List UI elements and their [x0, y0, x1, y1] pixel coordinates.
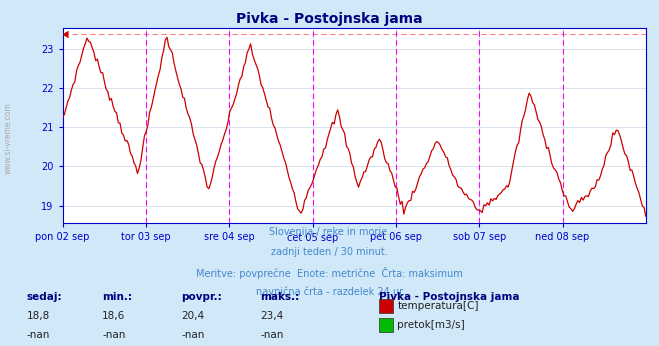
Text: www.si-vreme.com: www.si-vreme.com [4, 102, 13, 174]
Text: 20,4: 20,4 [181, 311, 204, 321]
Text: -nan: -nan [260, 330, 283, 340]
Text: temperatura[C]: temperatura[C] [397, 301, 479, 311]
Text: povpr.:: povpr.: [181, 292, 222, 302]
Text: 18,6: 18,6 [102, 311, 125, 321]
Text: -nan: -nan [181, 330, 204, 340]
Text: -nan: -nan [102, 330, 125, 340]
Text: navpična črta - razdelek 24 ur: navpična črta - razdelek 24 ur [256, 287, 403, 297]
Text: pretok[m3/s]: pretok[m3/s] [397, 320, 465, 330]
Text: Meritve: povprečne  Enote: metrične  Črta: maksimum: Meritve: povprečne Enote: metrične Črta:… [196, 267, 463, 279]
Text: Slovenija / reke in morje.: Slovenija / reke in morje. [269, 227, 390, 237]
Text: min.:: min.: [102, 292, 132, 302]
Text: maks.:: maks.: [260, 292, 300, 302]
Text: sedaj:: sedaj: [26, 292, 62, 302]
Text: -nan: -nan [26, 330, 49, 340]
Text: zadnji teden / 30 minut.: zadnji teden / 30 minut. [271, 247, 388, 257]
Text: Pivka - Postojnska jama: Pivka - Postojnska jama [236, 12, 423, 26]
Text: Pivka - Postojnska jama: Pivka - Postojnska jama [379, 292, 519, 302]
Text: 18,8: 18,8 [26, 311, 49, 321]
Text: 23,4: 23,4 [260, 311, 283, 321]
